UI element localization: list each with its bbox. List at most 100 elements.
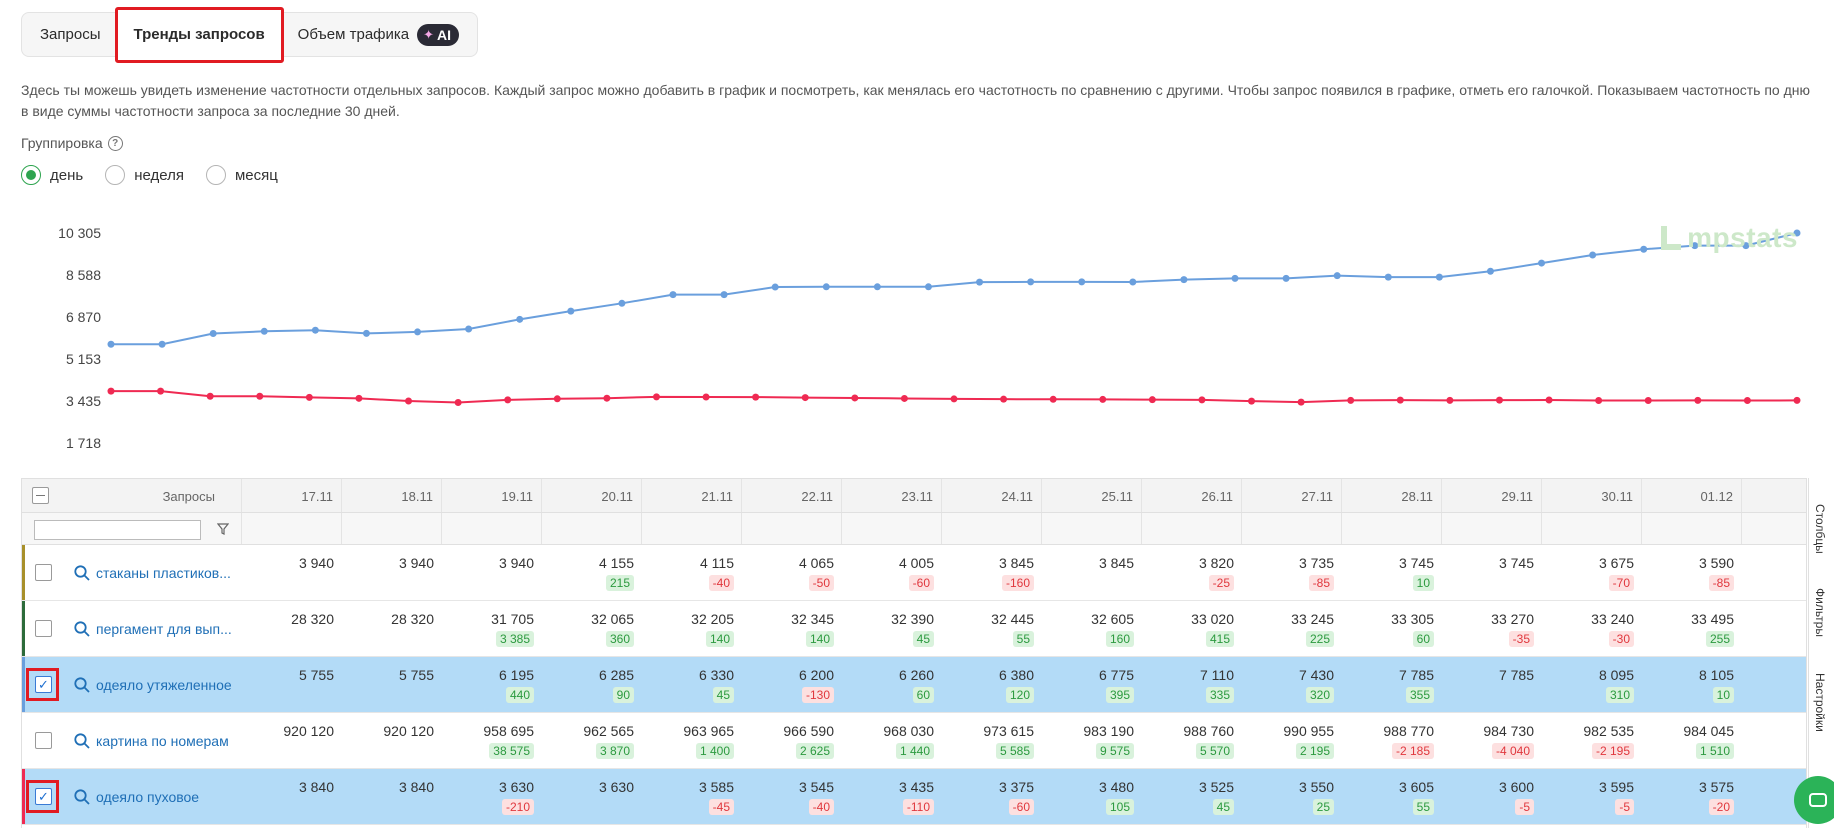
query-filter-input[interactable] <box>34 520 201 540</box>
data-point[interactable] <box>1148 396 1156 404</box>
radio-day[interactable]: день <box>21 165 83 185</box>
data-point[interactable] <box>1640 245 1648 253</box>
data-point[interactable] <box>1347 396 1355 404</box>
date-header-cell[interactable]: 23.11 <box>842 479 942 512</box>
data-point[interactable] <box>1297 398 1305 406</box>
data-point[interactable] <box>652 393 660 401</box>
date-header-cell[interactable]: 25.11 <box>1042 479 1142 512</box>
date-header-cell[interactable]: 21.11 <box>642 479 742 512</box>
data-point[interactable] <box>801 394 809 402</box>
data-point[interactable] <box>752 393 760 401</box>
data-point[interactable] <box>158 340 166 348</box>
data-point[interactable] <box>1694 396 1702 404</box>
data-point[interactable] <box>873 283 881 291</box>
data-point[interactable] <box>924 283 932 291</box>
date-header-cell[interactable]: 01.12 <box>1642 479 1742 512</box>
data-point[interactable] <box>900 394 908 402</box>
side-tab-settings[interactable]: Настройки <box>1813 673 1827 732</box>
data-point[interactable] <box>720 291 728 299</box>
date-header-cell[interactable]: 18.11 <box>342 479 442 512</box>
date-header-cell[interactable]: 26.11 <box>1142 479 1242 512</box>
data-point[interactable] <box>771 283 779 291</box>
tab-query-trends[interactable]: Тренды запросов <box>114 6 284 63</box>
query-link[interactable]: стаканы пластиков... <box>96 565 231 581</box>
tab-traffic-volume[interactable]: Объем трафика ✦ AI <box>284 12 473 57</box>
data-point[interactable] <box>1384 273 1392 281</box>
table-row[interactable]: стаканы пластиков... 3 940 3 940 3 940 4 155… <box>22 545 1806 601</box>
data-point[interactable] <box>1495 396 1503 404</box>
data-point[interactable] <box>1446 396 1454 404</box>
query-link[interactable]: картина по номерам <box>96 733 229 749</box>
data-point[interactable] <box>454 398 462 406</box>
query-link[interactable]: одеяло пуховое <box>96 789 200 805</box>
data-point[interactable] <box>256 392 264 400</box>
data-point[interactable] <box>822 283 830 291</box>
chat-button[interactable] <box>1794 776 1834 824</box>
data-point[interactable] <box>553 395 561 403</box>
data-point[interactable] <box>1099 395 1107 403</box>
date-header-cell[interactable]: 17.11 <box>242 479 342 512</box>
data-point[interactable] <box>1743 397 1751 405</box>
data-point[interactable] <box>107 387 115 395</box>
data-point[interactable] <box>1078 278 1086 286</box>
data-point[interactable] <box>1435 273 1443 281</box>
data-point[interactable] <box>1180 276 1188 284</box>
table-row[interactable]: пергамент для вып... 28 320 28 320 31 705 3 … <box>22 601 1806 657</box>
data-point[interactable] <box>1644 397 1652 405</box>
query-link[interactable]: одеяло утяжеленное <box>96 677 232 693</box>
data-point[interactable] <box>1231 274 1239 282</box>
data-point[interactable] <box>1000 395 1008 403</box>
table-row[interactable]: одеяло утяжеленное 5 755 5 755 6 195 440 6 28… <box>22 657 1806 713</box>
radio-week[interactable]: неделя <box>105 165 184 185</box>
data-point[interactable] <box>107 340 115 348</box>
data-point[interactable] <box>1742 242 1750 250</box>
data-point[interactable] <box>405 397 413 405</box>
data-point[interactable] <box>1793 396 1801 404</box>
data-point[interactable] <box>355 394 363 402</box>
row-checkbox[interactable] <box>35 676 52 693</box>
data-point[interactable] <box>465 325 473 333</box>
data-point[interactable] <box>414 328 422 336</box>
data-point[interactable] <box>950 395 958 403</box>
query-link[interactable]: пергамент для вып... <box>96 621 232 637</box>
side-tab-columns[interactable]: Столбцы <box>1813 504 1827 554</box>
date-header-cell[interactable]: 24.11 <box>942 479 1042 512</box>
row-checkbox[interactable] <box>35 564 52 581</box>
search-icon[interactable] <box>73 564 91 582</box>
select-all-checkbox[interactable] <box>32 487 49 504</box>
data-point[interactable] <box>1248 397 1256 405</box>
data-point[interactable] <box>157 387 165 395</box>
data-point[interactable] <box>851 394 859 402</box>
data-point[interactable] <box>516 315 524 323</box>
data-point[interactable] <box>1595 397 1603 405</box>
data-point[interactable] <box>1049 395 1057 403</box>
data-point[interactable] <box>504 396 512 404</box>
date-header-cell[interactable]: 28.11 <box>1342 479 1442 512</box>
data-point[interactable] <box>1282 274 1290 282</box>
data-point[interactable] <box>1486 267 1494 275</box>
data-point[interactable] <box>618 299 626 307</box>
data-point[interactable] <box>1691 242 1699 250</box>
row-checkbox[interactable] <box>35 788 52 805</box>
data-point[interactable] <box>206 392 214 400</box>
date-header-cell[interactable]: 29.11 <box>1442 479 1542 512</box>
data-point[interactable] <box>1793 229 1801 237</box>
row-checkbox[interactable] <box>35 620 52 637</box>
data-point[interactable] <box>1129 278 1137 286</box>
date-header-cell[interactable]: 19.11 <box>442 479 542 512</box>
search-icon[interactable] <box>73 788 91 806</box>
search-icon[interactable] <box>73 676 91 694</box>
data-point[interactable] <box>1027 278 1035 286</box>
data-point[interactable] <box>702 393 710 401</box>
data-point[interactable] <box>567 307 575 315</box>
data-point[interactable] <box>669 291 677 299</box>
help-icon[interactable]: ? <box>107 135 123 151</box>
data-point[interactable] <box>976 278 984 286</box>
data-point[interactable] <box>603 394 611 402</box>
data-point[interactable] <box>1333 272 1341 280</box>
search-icon[interactable] <box>73 620 91 638</box>
data-point[interactable] <box>260 327 268 335</box>
filter-icon[interactable] <box>217 523 229 535</box>
data-point[interactable] <box>362 329 370 337</box>
